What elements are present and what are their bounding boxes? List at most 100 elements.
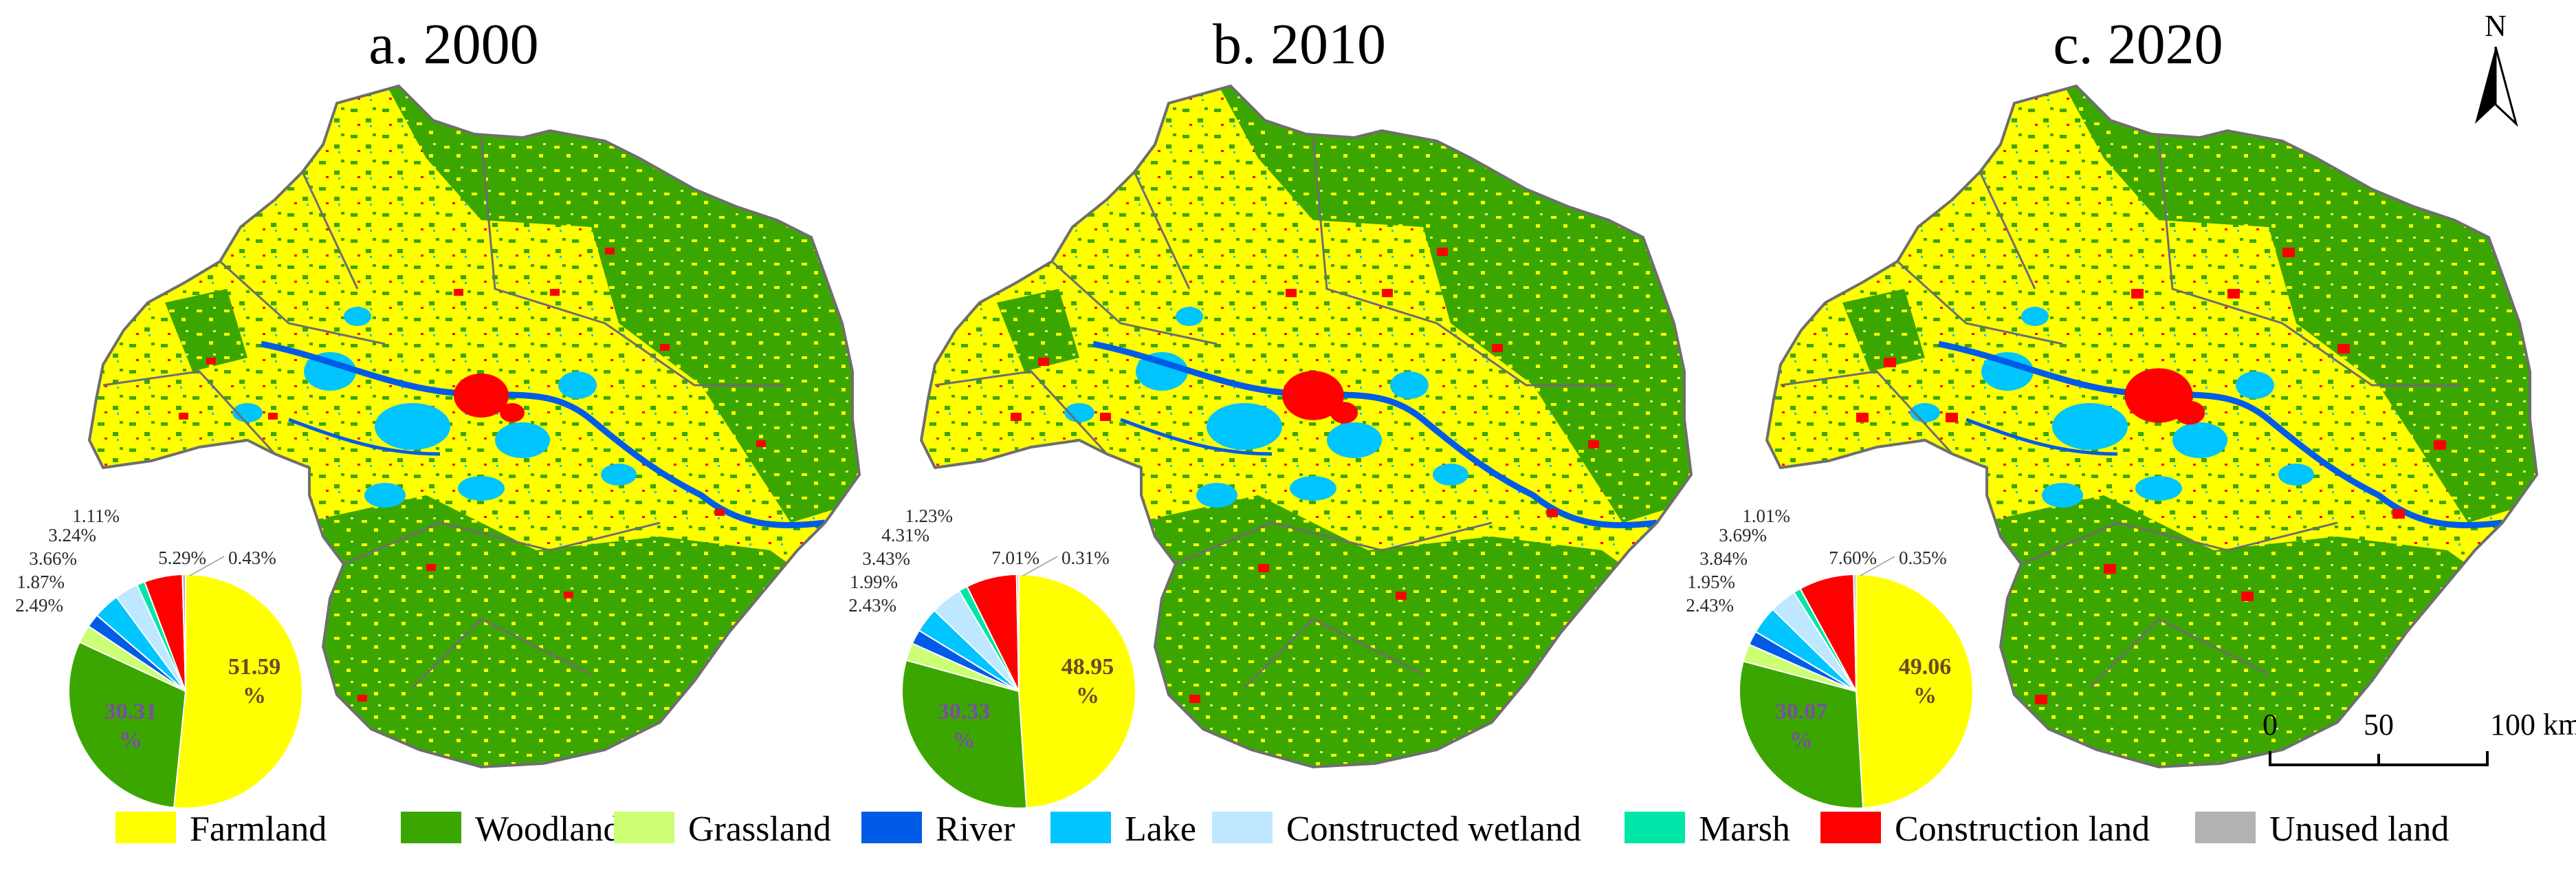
construction-spot xyxy=(1884,358,1896,367)
legend-swatch xyxy=(1050,812,1111,843)
construction-spot xyxy=(1011,413,1022,421)
pie-slice-unused-land xyxy=(1015,573,1020,692)
pie-label-farmland: 49.06% xyxy=(1899,654,1952,708)
pie-label-woodland: 30.07% xyxy=(1775,699,1828,753)
construction-spot xyxy=(1396,592,1407,600)
legend-label: Marsh xyxy=(1699,810,1790,849)
pie-chart-2010: 48.95 % 30.33 % 2.43% 1.99% 3.43% 4.31%1.23% 7.0… xyxy=(848,506,1136,809)
construction-spot xyxy=(1189,695,1200,703)
construction-spot xyxy=(715,509,725,516)
construction-spot xyxy=(357,695,367,702)
legend-item-river: River xyxy=(861,810,1015,849)
city-area xyxy=(2174,400,2205,425)
legend-item-farmland: Farmland xyxy=(115,810,327,849)
scale-label-0: 0 xyxy=(2263,708,2278,741)
construction-spot xyxy=(1547,509,1558,517)
pie-slice-unused-land xyxy=(1853,573,1857,692)
lake-area xyxy=(1064,403,1094,422)
legend-label: Constructed wetland xyxy=(1286,810,1581,849)
construction-spot xyxy=(2035,695,2047,704)
pie-label-marsh: 1.11% xyxy=(72,506,120,526)
maps-layer xyxy=(88,85,2538,768)
legend-label: River xyxy=(936,810,1015,849)
river-line xyxy=(288,418,441,456)
legend-label: Grassland xyxy=(688,810,831,849)
legend-item-grassland: Grassland xyxy=(614,810,831,849)
scale-line xyxy=(2269,751,2489,766)
legend-swatch xyxy=(1212,812,1273,843)
pie-label-marsh: 1.01% xyxy=(1742,506,1790,526)
river-line xyxy=(261,340,826,529)
legend-label: Unused land xyxy=(2269,810,2449,849)
pie-label-unused-land: 0.43% xyxy=(228,548,276,568)
construction-spot xyxy=(1856,413,1869,422)
construction-spot xyxy=(660,344,670,351)
legend-item-marsh: Marsh xyxy=(1625,810,1790,849)
district-boundary xyxy=(934,137,1616,689)
legend-item-woodland: Woodland xyxy=(401,810,621,849)
pie-label-river: 1.87% xyxy=(16,572,65,592)
legend-swatch xyxy=(1820,812,1881,843)
city-area xyxy=(454,373,509,418)
city-area xyxy=(500,403,525,422)
lake-area xyxy=(2021,307,2049,326)
construction-spot xyxy=(1437,248,1448,256)
lake-area xyxy=(2135,476,2182,501)
legend-item-lake: Lake xyxy=(1050,810,1196,849)
legend: Farmland Woodland Grassland River Lake Constr… xyxy=(115,810,2449,849)
legend-swatch xyxy=(2195,812,2256,843)
pies-layer: 51.59 % 30.31 % 2.49% 1.87% 3.66% 3.24%1.11% 5.2… xyxy=(15,506,1974,809)
pie-label-farmland: 51.59% xyxy=(228,654,281,708)
lake-area xyxy=(2052,403,2128,450)
pie-chart-2000: 51.59 % 30.31 % 2.49% 1.87% 3.66% 3.24%1.11% 5.2… xyxy=(15,506,303,809)
pie-label-construction-land: 7.01% xyxy=(991,548,1039,568)
north-label: N xyxy=(2485,9,2507,43)
woodland-area xyxy=(1842,289,1925,371)
lake-area xyxy=(364,483,406,508)
construction-spot xyxy=(454,289,463,296)
legend-swatch xyxy=(861,812,922,843)
pie-label-lake: 3.66% xyxy=(29,548,77,569)
pie-label-grassland: 2.49% xyxy=(15,595,63,616)
legend-label: Woodland xyxy=(475,810,621,849)
panel-title-2000: a. 2000 xyxy=(368,12,538,76)
pie-label-farmland: 48.95% xyxy=(1061,654,1114,708)
woodland-area xyxy=(997,289,1079,371)
lake-area xyxy=(344,307,371,326)
pie-slice-woodland xyxy=(901,659,1028,809)
pie-leader-line xyxy=(1860,556,1895,576)
construction-spot xyxy=(2434,440,2446,450)
lake-area xyxy=(2042,483,2083,508)
legend-label: Construction land xyxy=(1895,810,2150,849)
pie-slice-farmland xyxy=(173,573,303,809)
pie-label-constructed-wetland: 3.24% xyxy=(48,525,96,545)
pie-label-constructed-wetland: 4.31% xyxy=(881,525,929,545)
construction-spot xyxy=(1588,440,1599,448)
legend-swatch xyxy=(401,812,461,843)
lake-area xyxy=(375,403,450,450)
pie-leader-line xyxy=(1022,556,1058,576)
river-line xyxy=(1966,418,2118,456)
district-boundary xyxy=(102,137,784,689)
legend-swatch xyxy=(115,812,176,843)
lake-area xyxy=(1207,403,1282,450)
construction-spot xyxy=(2227,289,2240,299)
north-arrow: N xyxy=(2475,9,2518,127)
lake-area xyxy=(1390,371,1429,399)
legend-swatch xyxy=(1625,812,1685,843)
construction-spot xyxy=(2131,289,2144,299)
construction-spot xyxy=(550,289,560,296)
construction-spot xyxy=(426,564,436,571)
city-area xyxy=(1282,371,1344,420)
construction-spot xyxy=(1286,289,1297,297)
construction-spot xyxy=(605,248,615,255)
lake-area xyxy=(1910,403,1940,422)
scale-label-100: 100 km xyxy=(2490,708,2576,741)
legend-item-constructed-wetland: Constructed wetland xyxy=(1212,810,1581,849)
lake-area xyxy=(1176,307,1203,326)
lake-area xyxy=(304,352,356,391)
pie-label-marsh: 1.23% xyxy=(905,506,953,526)
pie-label-grassland: 2.43% xyxy=(1686,595,1734,616)
lake-area xyxy=(495,422,550,458)
legend-item-unused-land: Unused land xyxy=(2195,810,2449,849)
